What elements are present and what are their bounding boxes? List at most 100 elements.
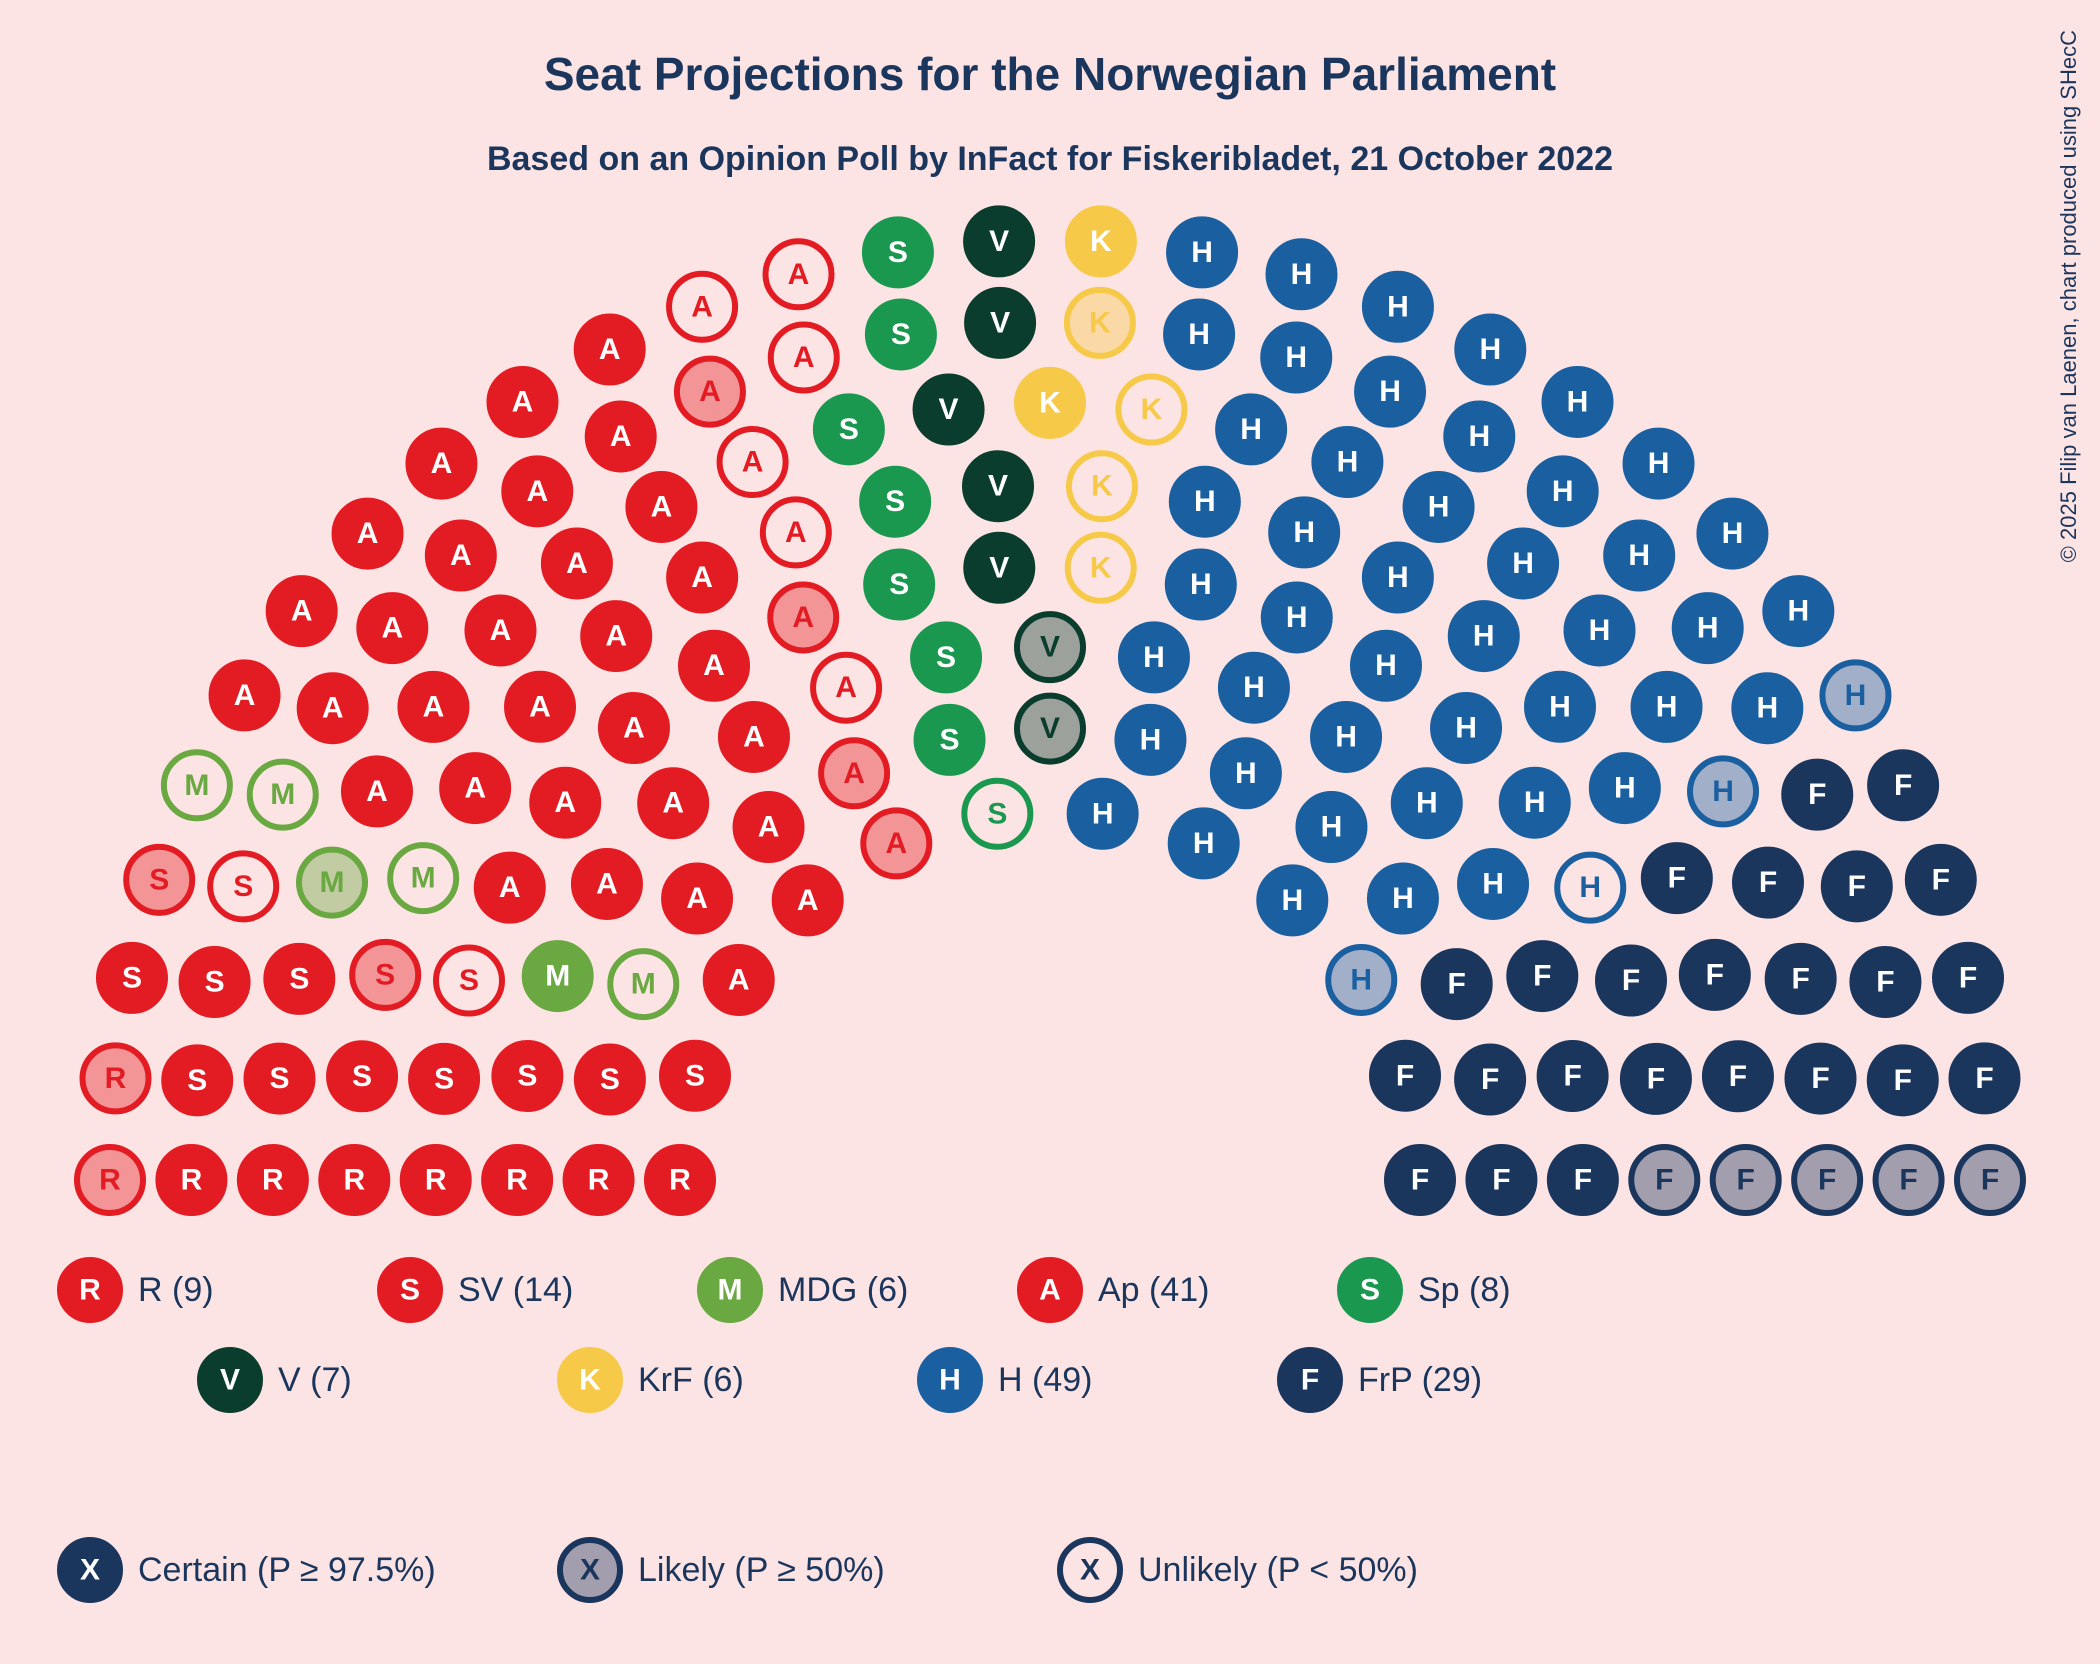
svg-text:H: H xyxy=(1524,786,1546,819)
legend-label-text: SV (14) xyxy=(458,1271,573,1309)
seat: S xyxy=(436,948,502,1014)
svg-text:S: S xyxy=(122,961,142,994)
seat: A xyxy=(408,431,474,497)
seat: A xyxy=(863,810,929,876)
svg-text:R: R xyxy=(99,1164,121,1197)
seat: A xyxy=(544,530,610,596)
seat: H xyxy=(1606,522,1672,588)
svg-text:H: H xyxy=(1387,561,1409,594)
svg-text:F: F xyxy=(1647,1062,1665,1095)
svg-text:K: K xyxy=(1090,225,1112,258)
seat: H xyxy=(1502,770,1568,836)
seat: K xyxy=(1017,370,1083,436)
seat: M xyxy=(525,943,591,1009)
svg-text:A: A xyxy=(1039,1274,1061,1307)
seat: A xyxy=(442,755,508,821)
seat: H xyxy=(1370,866,1436,932)
seat: F xyxy=(1631,1147,1697,1213)
seat: H xyxy=(1263,324,1329,390)
svg-text:A: A xyxy=(566,547,588,580)
seat: A xyxy=(467,597,533,663)
seat: A xyxy=(628,474,694,540)
seat: F xyxy=(1935,945,2001,1011)
seat: F xyxy=(1424,951,1490,1017)
svg-text:A: A xyxy=(623,712,645,745)
seat: H xyxy=(1213,740,1279,806)
seat: H xyxy=(1171,810,1237,876)
svg-text:S: S xyxy=(187,1064,207,1097)
seat: A xyxy=(532,770,598,836)
svg-text:X: X xyxy=(580,1554,600,1587)
svg-text:A: A xyxy=(651,490,673,523)
svg-text:A: A xyxy=(785,516,807,549)
svg-text:H: H xyxy=(1579,871,1601,904)
svg-text:F: F xyxy=(1932,863,1950,896)
seat: H xyxy=(1545,369,1611,435)
seat: A xyxy=(681,633,747,699)
svg-text:S: S xyxy=(459,964,479,997)
svg-text:V: V xyxy=(988,470,1008,503)
svg-text:A: A xyxy=(686,882,708,915)
seat: H xyxy=(1166,301,1232,367)
legend-label-text: Sp (8) xyxy=(1418,1271,1511,1309)
seat: M xyxy=(299,850,365,916)
svg-text:H: H xyxy=(1387,290,1409,323)
seat: H xyxy=(1271,499,1337,565)
svg-text:A: A xyxy=(662,787,684,820)
svg-text:V: V xyxy=(989,225,1009,258)
legend-label-text: H (49) xyxy=(998,1361,1092,1399)
seat: S xyxy=(816,396,882,462)
svg-text:F: F xyxy=(1533,960,1551,993)
seat: A xyxy=(583,603,649,669)
svg-text:A: A xyxy=(357,517,379,550)
svg-text:A: A xyxy=(322,692,344,725)
svg-text:A: A xyxy=(610,420,632,453)
seat: F xyxy=(1682,942,1748,1008)
svg-text:H: H xyxy=(1140,723,1162,756)
seat: R xyxy=(83,1045,149,1111)
seat: V xyxy=(1017,696,1083,762)
svg-text:X: X xyxy=(80,1554,100,1587)
seat: A xyxy=(669,544,735,610)
svg-text:F: F xyxy=(1668,862,1686,895)
seat: F xyxy=(1540,1043,1606,1109)
seat: A xyxy=(669,274,735,340)
svg-text:A: A xyxy=(885,827,907,860)
seat: H xyxy=(1460,851,1526,917)
svg-text:R: R xyxy=(506,1164,528,1197)
svg-text:H: H xyxy=(1285,341,1307,374)
svg-text:M: M xyxy=(631,968,656,1001)
seat: H xyxy=(1259,867,1325,933)
svg-text:H: H xyxy=(1787,595,1809,628)
svg-text:F: F xyxy=(1481,1063,1499,1096)
svg-text:F: F xyxy=(1894,769,1912,802)
svg-text:S: S xyxy=(517,1060,537,1093)
seat: H xyxy=(1117,707,1183,773)
seat: A xyxy=(706,947,772,1013)
svg-text:S: S xyxy=(1360,1274,1380,1307)
seat: M xyxy=(250,762,316,828)
seat: A xyxy=(664,866,730,932)
seat: F xyxy=(1957,1147,2023,1213)
certainty-label-text: Likely (P ≥ 50%) xyxy=(638,1551,885,1589)
svg-text:H: H xyxy=(1589,614,1611,647)
seat: H xyxy=(1221,655,1287,721)
svg-text:F: F xyxy=(1706,958,1724,991)
seat: H xyxy=(1433,695,1499,761)
svg-text:M: M xyxy=(411,862,436,895)
svg-text:F: F xyxy=(1492,1164,1510,1197)
svg-text:H: H xyxy=(1293,516,1315,549)
svg-text:A: A xyxy=(843,757,865,790)
seat: S xyxy=(182,949,248,1015)
svg-text:A: A xyxy=(431,447,453,480)
svg-text:H: H xyxy=(1479,333,1501,366)
svg-text:A: A xyxy=(596,867,618,900)
svg-text:H: H xyxy=(1337,446,1359,479)
seat: H xyxy=(1406,474,1472,540)
seat: H xyxy=(1394,770,1460,836)
seat: F xyxy=(1876,1147,1942,1213)
seat: R xyxy=(158,1147,224,1213)
svg-text:H: H xyxy=(1191,236,1213,269)
svg-text:S: S xyxy=(891,318,911,351)
chart-subtitle: Based on an Opinion Poll by InFact for F… xyxy=(487,140,1613,178)
